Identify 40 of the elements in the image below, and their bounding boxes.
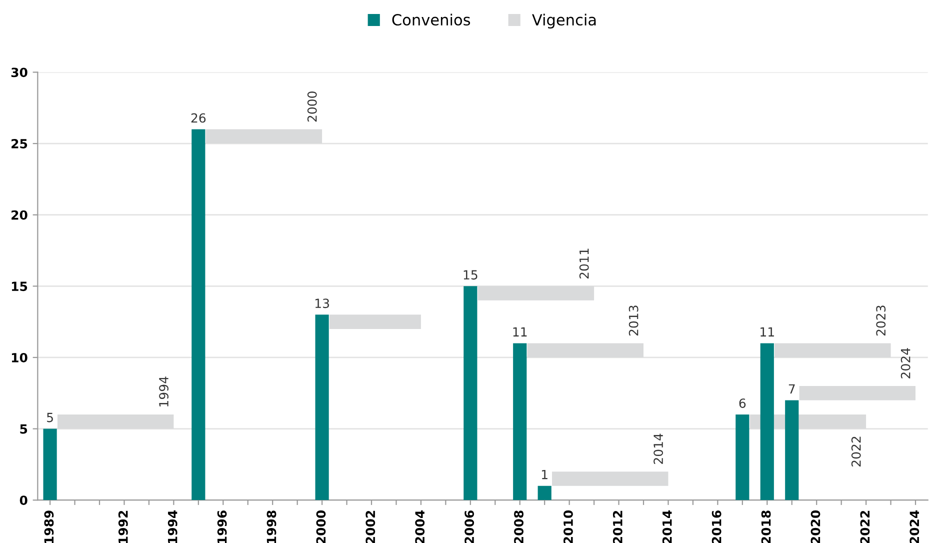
bar bbox=[315, 314, 329, 500]
bar bbox=[464, 286, 478, 500]
annotation: 2022 bbox=[851, 436, 861, 466]
legend-label: Convenios bbox=[392, 14, 470, 26]
y-tick-label: 25 bbox=[12, 139, 28, 148]
x-tick-label: 1992 bbox=[118, 510, 128, 543]
data-label: 1 bbox=[542, 470, 548, 480]
y-tick-label: 20 bbox=[12, 210, 28, 220]
data-label: 5 bbox=[47, 412, 53, 422]
bar bbox=[736, 414, 750, 500]
bar bbox=[192, 129, 206, 500]
y-tick-label: 10 bbox=[12, 352, 28, 362]
data-label: 26 bbox=[191, 113, 206, 123]
bar bbox=[538, 486, 552, 500]
bar bbox=[785, 400, 799, 500]
x-tick-label: 1996 bbox=[217, 510, 227, 543]
data-label: 6 bbox=[739, 398, 746, 408]
x-tick-label: 1998 bbox=[266, 510, 276, 543]
legend-label: Vigencia bbox=[532, 14, 596, 29]
annotation: 1994 bbox=[159, 376, 168, 406]
bar bbox=[43, 428, 57, 500]
annotation: 2011 bbox=[579, 248, 589, 278]
x-tick-label: 1989 bbox=[44, 510, 54, 543]
annotation: 2024 bbox=[900, 348, 910, 378]
annotation: 2000 bbox=[307, 92, 317, 122]
data-label: 13 bbox=[315, 298, 329, 308]
annotation: 2013 bbox=[628, 306, 638, 336]
annotation: 2014 bbox=[654, 434, 664, 464]
data-label: 15 bbox=[464, 270, 478, 280]
annotation: 2023 bbox=[876, 306, 886, 336]
x-tick-label: 1994 bbox=[168, 510, 178, 543]
y-tick-label: 5 bbox=[20, 424, 28, 434]
y-tick-label: 15 bbox=[12, 282, 28, 292]
bar bbox=[513, 343, 527, 500]
data-label: 11 bbox=[760, 327, 774, 336]
bar bbox=[760, 343, 774, 500]
data-label: 7 bbox=[788, 384, 795, 394]
y-tick-label: 30 bbox=[11, 68, 28, 78]
data-label: 11 bbox=[513, 327, 527, 336]
y-tick-label: 0 bbox=[20, 496, 28, 506]
